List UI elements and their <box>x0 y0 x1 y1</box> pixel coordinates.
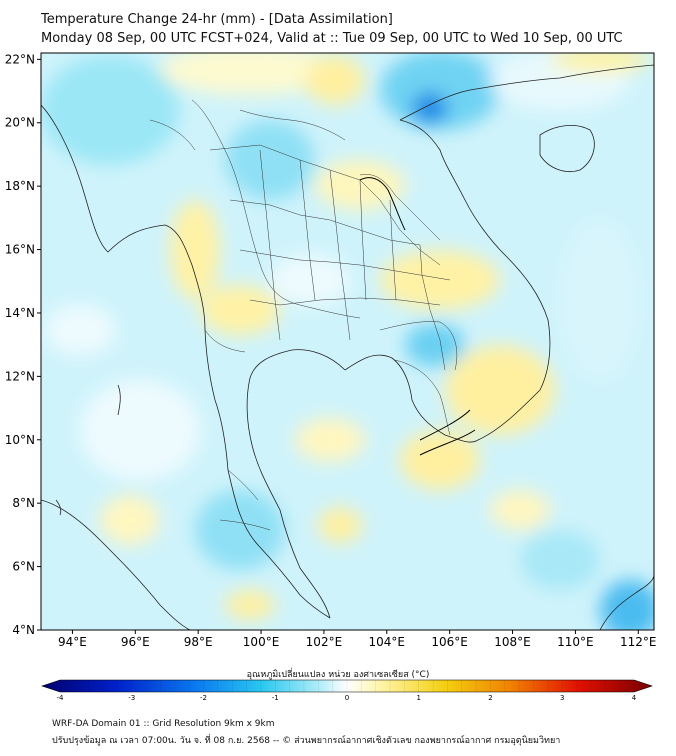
colorbar-tick-label: 2 <box>488 694 492 702</box>
lon-tick-label: 100°E <box>243 635 280 649</box>
colorbar: -4 -3 -2 -1 0 1 2 3 4 <box>41 679 653 702</box>
lat-tick-label: 4°N <box>12 623 35 637</box>
colorbar-tick-label: -1 <box>272 694 279 702</box>
lon-tick-label: 112°E <box>620 635 657 649</box>
lat-tick-label: 16°N <box>5 243 35 257</box>
lon-tick-label: 94°E <box>58 635 87 649</box>
lat-tick-label: 18°N <box>5 179 35 193</box>
map-subtitle: Monday 08 Sep, 00 UTC FCST+024, Valid at… <box>41 31 623 46</box>
country-borders <box>359 177 476 456</box>
lat-tick-label: 12°N <box>5 369 35 383</box>
footer-model-info: WRF-DA Domain 01 :: Grid Resolution 9km … <box>52 719 275 729</box>
lon-tick-label: 96°E <box>121 635 150 649</box>
lon-tick-label: 106°E <box>431 635 468 649</box>
latitude-axis: 22°N 20°N 18°N 16°N 14°N 12°N 10°N 8°N 6°N 4°N <box>5 52 41 637</box>
lon-tick-label: 104°E <box>369 635 406 649</box>
colorbar-tick-label: -4 <box>57 694 65 702</box>
footer-update-info: ปรับปรุงข้อมูล ณ เวลา 07:00น. วัน จ. ที่… <box>52 736 561 746</box>
temperature-field <box>41 53 654 630</box>
lon-tick-label: 102°E <box>306 635 343 649</box>
lon-tick-label: 108°E <box>494 635 531 649</box>
colorbar-title: อุณหภูมิเปลี่ยนแปลง หน่วย องศาเซลเซียส (… <box>246 670 430 680</box>
lat-tick-label: 20°N <box>5 116 35 130</box>
lat-tick-label: 22°N <box>5 52 35 66</box>
colorbar-bar <box>41 679 653 693</box>
lat-tick-label: 8°N <box>12 496 35 510</box>
colorbar-tick-label: 3 <box>560 694 564 702</box>
lon-tick-label: 98°E <box>184 635 213 649</box>
longitude-axis: 94°E 96°E 98°E 100°E 102°E 104°E 106°E 108°E 110… <box>58 630 657 649</box>
map-title: Temperature Change 24-hr (mm) - [Data As… <box>41 12 393 27</box>
lat-tick-label: 14°N <box>5 306 35 320</box>
colorbar-tick-label: -2 <box>200 694 207 702</box>
plot-frame <box>40 52 655 631</box>
colorbar-tick-label: 1 <box>417 694 421 702</box>
lon-tick-label: 110°E <box>557 635 594 649</box>
colorbar-tick-label: -3 <box>128 694 135 702</box>
lat-tick-label: 10°N <box>5 433 35 447</box>
colorbar-tick-label: 4 <box>632 694 637 702</box>
lat-tick-label: 6°N <box>12 560 35 574</box>
colorbar-tick-label: 0 <box>345 694 349 702</box>
